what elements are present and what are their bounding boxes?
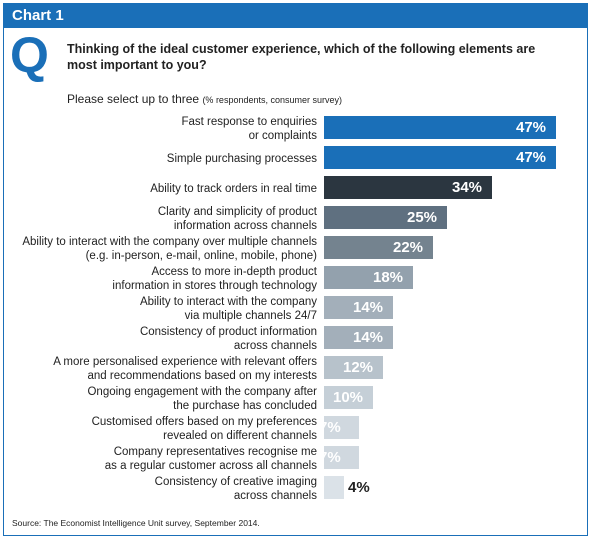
chart-header: Chart 1 — [4, 4, 587, 28]
category-label: Fast response to enquiries or complaints — [181, 115, 317, 142]
bar — [324, 446, 359, 469]
category-label: Simple purchasing processes — [166, 152, 317, 165]
chart-title: Chart 1 — [12, 7, 64, 24]
category-label: Company representatives recognise me as a… — [104, 445, 317, 472]
bar-value-label: 22% — [393, 239, 424, 256]
instruction-note: (% respondents, consumer survey) — [202, 95, 342, 105]
bar-value-label: 25% — [407, 209, 438, 226]
category-label: Consistency of product information across… — [139, 325, 317, 352]
bar-rows: Fast response to enquiries or complaints 4… — [4, 4, 587, 535]
question-text: Thinking of the ideal customer experienc… — [67, 42, 536, 72]
bar-value-label: 47% — [516, 149, 547, 166]
bar — [324, 266, 413, 289]
bar-value-label: 7% — [319, 419, 341, 436]
category-label: Ability to interact with the company ove… — [22, 235, 317, 262]
bar-value-label: 34% — [452, 179, 483, 196]
category-label: Ability to interact with the company via … — [139, 295, 317, 322]
question-letter: Q — [10, 27, 49, 83]
bar — [324, 206, 447, 229]
category-label: Ability to track orders in real time — [150, 182, 317, 195]
bar-value-label: 18% — [373, 269, 404, 286]
bar — [324, 356, 383, 379]
category-label: Consistency of creative imaging across ch… — [154, 475, 317, 502]
bar — [324, 146, 556, 169]
category-label: Ongoing engagement with the company afte… — [87, 385, 317, 412]
bar-value-label: 7% — [319, 449, 341, 466]
bar — [324, 296, 393, 319]
instruction: Please select up to three (% respondents… — [67, 92, 342, 106]
bar — [324, 386, 373, 409]
bar-value-label: 10% — [333, 389, 364, 406]
category-label: Customised offers based on my preference… — [91, 415, 317, 442]
bar-value-label: 4% — [348, 479, 370, 496]
bar-value-label: 12% — [343, 359, 374, 376]
bar-value-label: 47% — [516, 119, 547, 136]
instruction-main: Please select up to three — [67, 92, 200, 106]
category-label: Access to more in-depth product informati… — [112, 265, 317, 292]
bar — [324, 476, 344, 499]
category-label: A more personalised experience with rele… — [53, 355, 317, 382]
bar — [324, 326, 393, 349]
bar-value-label: 14% — [353, 299, 384, 316]
bar — [324, 416, 359, 439]
bar — [324, 176, 492, 199]
bar — [324, 116, 556, 139]
category-label: Clarity and simplicity of product informa… — [157, 205, 317, 232]
bar — [324, 236, 433, 259]
source-note: Source: The Economist Intelligence Unit … — [12, 518, 260, 528]
chart-frame: Chart 1 Q Thinking of the ideal customer… — [3, 3, 588, 536]
bar-value-label: 14% — [353, 329, 384, 346]
